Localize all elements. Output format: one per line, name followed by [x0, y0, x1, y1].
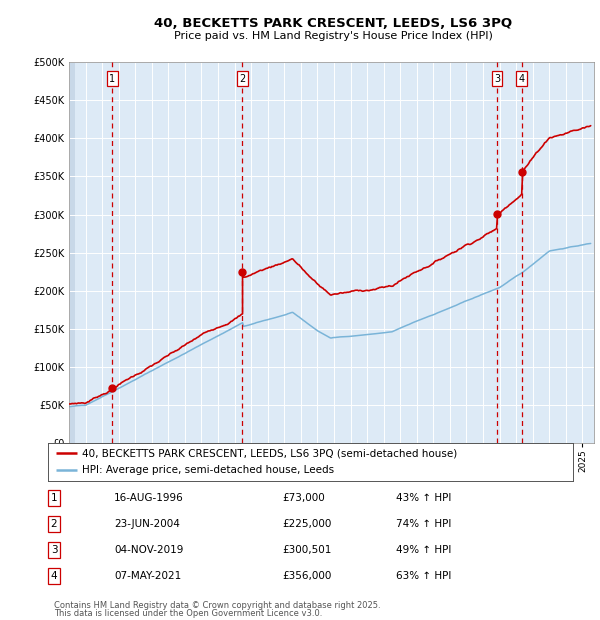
- Text: 2: 2: [50, 519, 58, 529]
- Text: 3: 3: [494, 74, 500, 84]
- Text: 04-NOV-2019: 04-NOV-2019: [114, 545, 184, 555]
- Text: £300,501: £300,501: [282, 545, 331, 555]
- Text: 1: 1: [50, 493, 58, 503]
- Text: 1: 1: [109, 74, 115, 84]
- Text: 3: 3: [50, 545, 58, 555]
- Text: £225,000: £225,000: [282, 519, 331, 529]
- Text: 40, BECKETTS PARK CRESCENT, LEEDS, LS6 3PQ: 40, BECKETTS PARK CRESCENT, LEEDS, LS6 3…: [154, 17, 512, 30]
- Text: 63% ↑ HPI: 63% ↑ HPI: [396, 571, 451, 581]
- Text: 23-JUN-2004: 23-JUN-2004: [114, 519, 180, 529]
- Text: 07-MAY-2021: 07-MAY-2021: [114, 571, 181, 581]
- Text: 74% ↑ HPI: 74% ↑ HPI: [396, 519, 451, 529]
- Text: 43% ↑ HPI: 43% ↑ HPI: [396, 493, 451, 503]
- Text: HPI: Average price, semi-detached house, Leeds: HPI: Average price, semi-detached house,…: [82, 466, 334, 476]
- Text: £73,000: £73,000: [282, 493, 325, 503]
- Text: 4: 4: [519, 74, 525, 84]
- Bar: [69, 62, 75, 443]
- Text: 49% ↑ HPI: 49% ↑ HPI: [396, 545, 451, 555]
- Text: £356,000: £356,000: [282, 571, 331, 581]
- Text: 16-AUG-1996: 16-AUG-1996: [114, 493, 184, 503]
- Text: Contains HM Land Registry data © Crown copyright and database right 2025.: Contains HM Land Registry data © Crown c…: [54, 601, 380, 610]
- Text: 4: 4: [50, 571, 58, 581]
- Text: 2: 2: [239, 74, 245, 84]
- Text: 40, BECKETTS PARK CRESCENT, LEEDS, LS6 3PQ (semi-detached house): 40, BECKETTS PARK CRESCENT, LEEDS, LS6 3…: [82, 448, 457, 458]
- Text: This data is licensed under the Open Government Licence v3.0.: This data is licensed under the Open Gov…: [54, 608, 322, 618]
- Text: Price paid vs. HM Land Registry's House Price Index (HPI): Price paid vs. HM Land Registry's House …: [173, 31, 493, 41]
